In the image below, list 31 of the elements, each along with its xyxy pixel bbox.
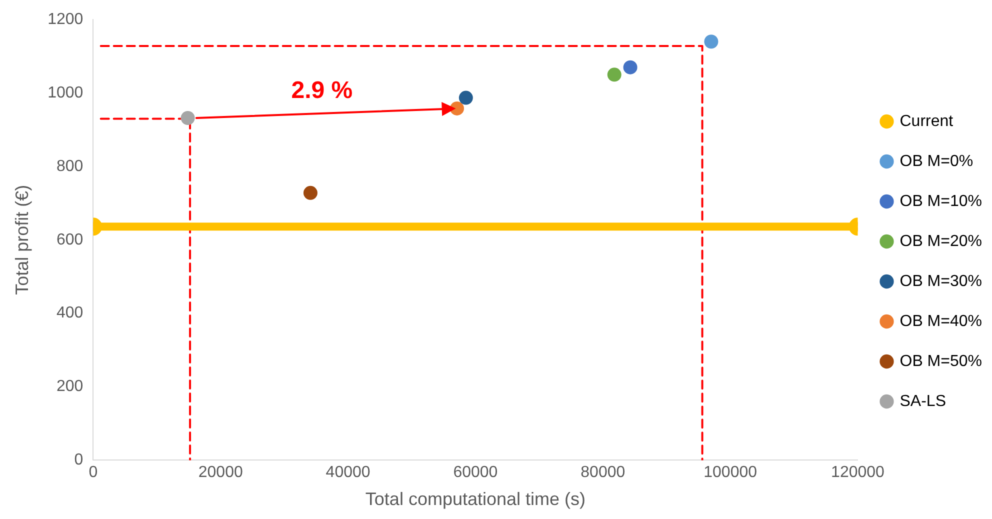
x-tick-label: 80000: [580, 464, 626, 482]
point: [607, 68, 622, 82]
point: [458, 90, 473, 105]
x-tick-label: 100000: [704, 464, 758, 482]
legend-label: OB M=50%: [900, 352, 982, 370]
point: [180, 111, 195, 125]
y-tick-label: 1200: [48, 11, 84, 28]
point: [623, 60, 638, 74]
legend-label: OB M=20%: [900, 232, 982, 250]
legend-label: OB M=0%: [900, 152, 974, 170]
y-tick-label: 1000: [48, 84, 84, 102]
y-tick-label: 400: [56, 304, 84, 322]
legend-label: OB M=10%: [900, 192, 982, 210]
point: [704, 34, 718, 49]
legend-label: OB M=30%: [900, 272, 982, 290]
y-tick-label: 0: [74, 452, 84, 469]
y-tick-label: 800: [56, 158, 84, 175]
x-tick-label: 40000: [326, 464, 370, 482]
y-axis-title: Total profit (€): [12, 184, 32, 295]
point: [303, 186, 318, 200]
legend-label: Current: [900, 112, 954, 130]
x-tick-label: 120000: [831, 464, 885, 482]
x-axis-title: Total computational time (s): [365, 489, 586, 510]
annotation: 2.9 %: [291, 77, 353, 104]
y-tick-label: 200: [56, 378, 84, 396]
x-tick-label: 0: [88, 464, 98, 482]
x-tick-label: 60000: [453, 464, 498, 482]
x-tick-label: 20000: [198, 464, 243, 482]
legend-label: SA-LS: [900, 392, 946, 410]
y-tick-label: 600: [56, 231, 84, 248]
legend-label: OB M=40%: [900, 312, 982, 330]
